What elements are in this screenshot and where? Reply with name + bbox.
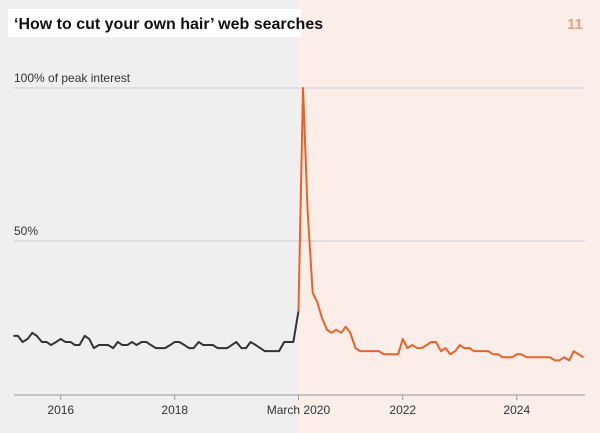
y-tick-label: 50% [14, 224, 38, 238]
x-tick-label: 2024 [503, 403, 530, 417]
x-tick-label: 2016 [47, 403, 74, 417]
title-box [8, 9, 301, 37]
chart-title: ‘How to cut your own hair’ web searches [14, 16, 323, 33]
series-line [13, 311, 300, 353]
series-line [297, 87, 584, 362]
x-tick-label: 2018 [161, 403, 188, 417]
page-number: 11 [567, 16, 583, 33]
x-tick-label: 2022 [389, 403, 416, 417]
background-before [0, 0, 299, 433]
background-after [298, 0, 600, 433]
x-tick-label: March 2020 [267, 403, 331, 417]
y-tick-label: 100% of peak interest [14, 71, 131, 85]
